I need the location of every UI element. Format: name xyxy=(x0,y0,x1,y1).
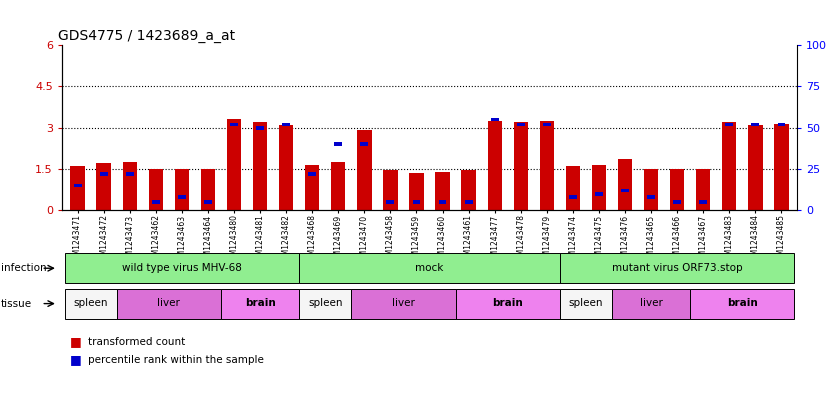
Bar xyxy=(539,121,554,210)
Bar xyxy=(305,165,320,210)
Bar xyxy=(230,123,238,126)
Bar xyxy=(97,163,111,210)
Bar xyxy=(227,119,241,210)
Bar xyxy=(700,200,707,204)
Bar xyxy=(670,169,685,210)
Bar xyxy=(357,130,372,210)
Text: liver: liver xyxy=(639,298,662,308)
Text: liver: liver xyxy=(392,298,415,308)
Text: mutant virus ORF73.stop: mutant virus ORF73.stop xyxy=(612,263,743,273)
Bar xyxy=(299,288,351,319)
Bar xyxy=(752,123,759,126)
Bar xyxy=(279,125,293,210)
Bar xyxy=(514,122,528,210)
Bar xyxy=(647,195,655,199)
Bar xyxy=(253,122,268,210)
Bar xyxy=(560,253,795,283)
Bar xyxy=(383,171,397,210)
Bar xyxy=(491,118,499,121)
Bar xyxy=(456,288,560,319)
Bar xyxy=(282,123,290,126)
Bar xyxy=(360,142,368,146)
Bar xyxy=(462,171,476,210)
Bar xyxy=(351,288,456,319)
Bar xyxy=(64,288,116,319)
Bar xyxy=(560,288,612,319)
Bar xyxy=(725,123,733,126)
Bar xyxy=(221,288,299,319)
Bar xyxy=(566,166,580,210)
Text: spleen: spleen xyxy=(568,298,603,308)
Bar xyxy=(517,123,525,126)
Bar xyxy=(591,165,606,210)
Bar xyxy=(299,253,560,283)
Bar xyxy=(774,123,789,210)
Bar xyxy=(410,173,424,210)
Text: infection: infection xyxy=(1,263,46,273)
Bar xyxy=(691,288,795,319)
Text: tissue: tissue xyxy=(1,299,32,309)
Bar xyxy=(696,169,710,210)
Text: GDS4775 / 1423689_a_at: GDS4775 / 1423689_a_at xyxy=(59,29,235,43)
Bar xyxy=(412,200,420,204)
Bar xyxy=(152,200,159,204)
Text: brain: brain xyxy=(244,298,275,308)
Bar xyxy=(673,200,681,204)
Bar xyxy=(256,126,264,130)
Bar xyxy=(116,288,221,319)
Bar xyxy=(621,189,629,192)
Bar xyxy=(487,121,502,210)
Text: ■: ■ xyxy=(70,353,86,366)
Bar xyxy=(435,172,449,210)
Bar xyxy=(777,123,786,126)
Bar xyxy=(126,172,134,176)
Bar xyxy=(595,192,603,196)
Bar xyxy=(122,162,137,210)
Bar xyxy=(174,169,189,210)
Bar xyxy=(335,142,342,146)
Text: liver: liver xyxy=(158,298,180,308)
Bar xyxy=(748,125,762,210)
Bar xyxy=(543,123,551,126)
Text: mock: mock xyxy=(415,263,444,273)
Bar xyxy=(74,184,82,187)
Bar xyxy=(644,169,658,210)
Text: spleen: spleen xyxy=(308,298,343,308)
Text: transformed count: transformed count xyxy=(88,337,186,347)
Bar xyxy=(100,172,107,176)
Bar xyxy=(387,200,394,204)
Bar xyxy=(439,200,447,204)
Bar xyxy=(618,160,632,210)
Bar xyxy=(465,200,472,204)
Text: spleen: spleen xyxy=(74,298,108,308)
Bar xyxy=(70,166,85,210)
Bar xyxy=(178,195,186,199)
Bar xyxy=(204,200,212,204)
Text: brain: brain xyxy=(492,298,523,308)
Text: brain: brain xyxy=(727,298,757,308)
Text: wild type virus MHV-68: wild type virus MHV-68 xyxy=(122,263,242,273)
Bar xyxy=(331,162,345,210)
Text: percentile rank within the sample: percentile rank within the sample xyxy=(88,354,264,365)
Bar xyxy=(612,288,691,319)
Bar xyxy=(308,172,316,176)
Bar xyxy=(569,195,577,199)
Bar xyxy=(149,169,163,210)
Bar xyxy=(201,169,215,210)
Bar xyxy=(722,122,737,210)
Bar xyxy=(64,253,299,283)
Text: ■: ■ xyxy=(70,335,86,349)
